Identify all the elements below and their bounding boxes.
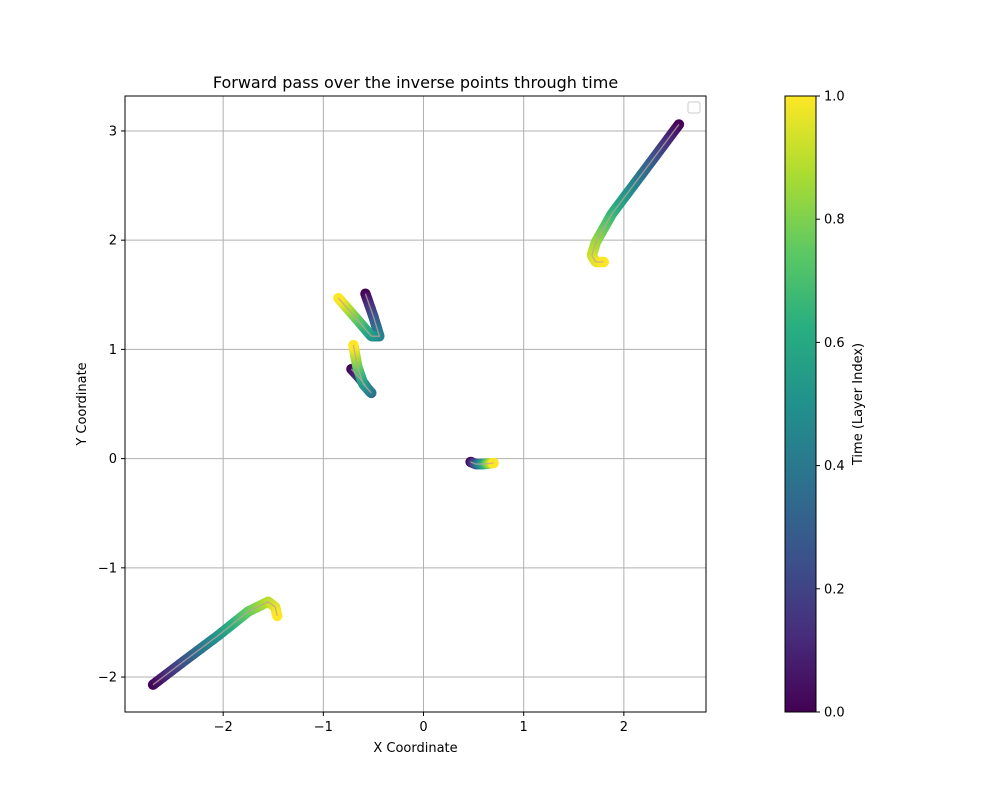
y-tick-label: 3 xyxy=(109,124,117,139)
trajectory-line xyxy=(337,293,381,337)
trajectory-point xyxy=(488,457,499,469)
x-tick-label: 1 xyxy=(520,720,528,735)
colorbar-tick-label: 0.6 xyxy=(824,336,845,351)
x-tick-label: 2 xyxy=(620,720,628,735)
y-tick-label: 1 xyxy=(109,343,117,358)
legend-box xyxy=(687,101,701,114)
trajectories xyxy=(147,119,685,690)
x-tick-label: −2 xyxy=(214,720,233,735)
trajectory xyxy=(465,456,499,470)
y-tick-label: −2 xyxy=(98,671,117,686)
colorbar-ticks: 0.0 0.2 0.4 0.6 0.8 1.0 xyxy=(816,90,845,721)
trajectory-line xyxy=(470,461,494,465)
trajectory-point xyxy=(348,339,359,351)
grid xyxy=(125,96,706,712)
y-tick-label: −1 xyxy=(98,561,117,576)
y-axis-label: Y Coordinate xyxy=(75,362,90,446)
y-tick-label: 0 xyxy=(109,452,117,467)
colorbar-tick-label: 0.0 xyxy=(824,706,845,721)
colorbar-tick-label: 1.0 xyxy=(824,90,845,105)
trajectory-line xyxy=(591,124,680,263)
colorbar: 0.0 0.2 0.4 0.6 0.8 1.0 Time (Layer Index) xyxy=(784,90,866,721)
x-tick-label: −1 xyxy=(314,720,333,735)
trajectory-line xyxy=(350,344,372,394)
trajectory xyxy=(346,339,377,399)
x-axis: −2 −1 0 1 2 xyxy=(214,712,628,735)
trajectory xyxy=(147,596,283,690)
x-tick-label: 0 xyxy=(419,720,427,735)
y-tick-label: 2 xyxy=(109,234,117,249)
colorbar-label: Time (Layer Index) xyxy=(851,343,866,466)
colorbar-tick-label: 0.8 xyxy=(824,213,845,228)
chart-title: Forward pass over the inverse points thr… xyxy=(213,73,618,92)
y-axis: −2 −1 0 1 2 3 xyxy=(98,124,125,686)
trajectory-line xyxy=(152,600,278,686)
x-axis-label: X Coordinate xyxy=(373,741,457,756)
colorbar-gradient xyxy=(784,95,817,713)
colorbar-tick-label: 0.4 xyxy=(824,459,845,474)
colorbar-tick-label: 0.2 xyxy=(824,582,845,597)
trajectory xyxy=(586,119,685,268)
trajectory xyxy=(333,288,385,342)
plot-frame xyxy=(124,95,707,713)
